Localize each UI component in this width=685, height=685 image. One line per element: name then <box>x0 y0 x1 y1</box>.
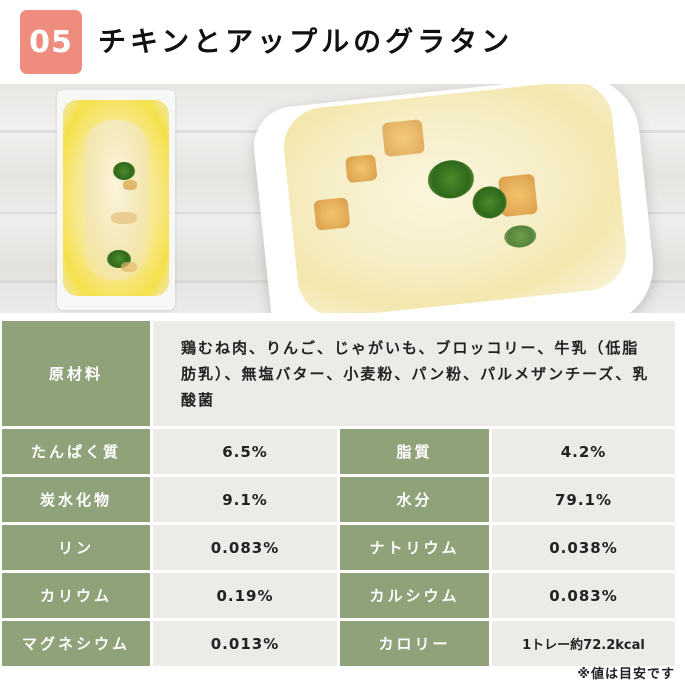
nutrient-value-fat: 4.2% <box>492 429 675 474</box>
nutrient-value-potassium: 0.19% <box>153 573 337 618</box>
value-text: 0.083% <box>549 586 618 605</box>
nutrient-label-potassium: カリウム <box>2 573 150 618</box>
nutrient-value-calcium: 0.083% <box>492 573 675 618</box>
value-text: 0.038% <box>549 538 618 557</box>
nutrient-label-fat: 脂質 <box>340 429 489 474</box>
product-photo <box>0 84 685 313</box>
header: 05 チキンとアップルのグラタン <box>0 0 685 84</box>
label-text: カルシウム <box>369 587 460 605</box>
value-text: 0.013% <box>210 634 280 653</box>
nutrient-label-protein: たんぱく質 <box>2 429 150 474</box>
breadcrumb-topping <box>121 262 137 272</box>
nutrient-label-sodium: ナトリウム <box>340 525 489 570</box>
nutrient-value-sodium: 0.038% <box>492 525 675 570</box>
label-text: カロリー <box>378 635 451 653</box>
label-text: 脂質 <box>396 443 433 461</box>
value-text: 1トレー約72.2kcal <box>522 638 645 653</box>
nutrient-label-magnesium: マグネシウム <box>2 621 150 666</box>
label-text: たんぱく質 <box>30 443 121 461</box>
nutrient-label-calories: カロリー <box>340 621 489 666</box>
apple-piece <box>313 197 351 231</box>
ingredients-value: 鶏むね肉、りんご、じゃがいも、ブロッコリー、牛乳（低脂肪乳）、無塩バター、小麦粉… <box>153 321 675 426</box>
gratin-bowl-image <box>249 84 660 313</box>
gratin-filling <box>279 84 631 313</box>
nutrient-value-protein: 6.5% <box>153 429 337 474</box>
food-tray-image <box>57 90 175 310</box>
nutrient-value-moisture: 79.1% <box>492 477 675 522</box>
broccoli-piece <box>113 162 135 180</box>
value-text: 0.19% <box>216 586 274 605</box>
nutrient-label-phosphorus: リン <box>2 525 150 570</box>
tray-liner <box>63 100 169 296</box>
footnote: ※値は目安です <box>577 667 675 682</box>
apple-piece <box>345 154 378 184</box>
nutrient-value-carbohydrate: 9.1% <box>153 477 337 522</box>
chicken-piece <box>123 180 137 190</box>
ingredients-label: 原材料 <box>2 321 150 426</box>
broccoli-piece <box>503 223 538 249</box>
value-text: 9.1% <box>222 490 268 509</box>
nutrient-value-calories: 1トレー約72.2kcal <box>492 621 675 666</box>
label-text: ナトリウム <box>369 539 460 557</box>
value-text: 4.2% <box>560 442 607 461</box>
recipe-title: チキンとアップルのグラタン <box>98 25 514 58</box>
ingredients-label-text: 原材料 <box>48 365 103 383</box>
label-text: マグネシウム <box>21 635 130 653</box>
nutrient-label-carbohydrate: 炭水化物 <box>2 477 150 522</box>
breadcrumb-topping <box>111 212 137 224</box>
nutrient-label-calcium: カルシウム <box>340 573 489 618</box>
broccoli-piece <box>426 158 476 201</box>
label-text: リン <box>57 539 94 557</box>
recipe-number-badge: 05 <box>20 10 82 74</box>
ingredients-text: 鶏むね肉、りんご、じゃがいも、ブロッコリー、牛乳（低脂肪乳）、無塩バター、小麦粉… <box>181 338 650 409</box>
nutrient-label-moisture: 水分 <box>340 477 489 522</box>
value-text: 79.1% <box>554 490 613 509</box>
label-text: 炭水化物 <box>39 491 112 509</box>
value-text: 0.083% <box>210 538 280 557</box>
apple-piece <box>381 119 426 158</box>
label-text: 水分 <box>396 491 433 509</box>
label-text: カリウム <box>39 587 112 605</box>
recipe-number: 05 <box>29 24 73 60</box>
nutrient-value-magnesium: 0.013% <box>153 621 337 666</box>
nutrient-value-phosphorus: 0.083% <box>153 525 337 570</box>
value-text: 6.5% <box>222 442 268 461</box>
